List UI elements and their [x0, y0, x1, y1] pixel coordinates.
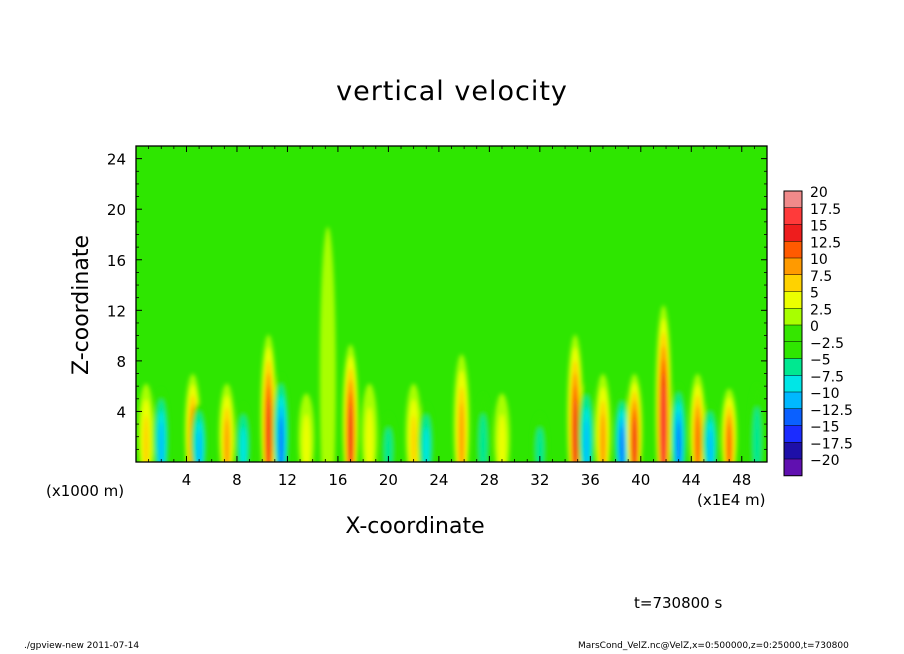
heatmap-feature — [535, 427, 544, 462]
colorbar-swatch — [784, 425, 802, 443]
heatmap-feature — [349, 403, 353, 462]
colorbar-label: 7.5 — [810, 269, 832, 285]
x-tick-label: 12 — [278, 471, 297, 489]
colorbar-swatch — [784, 241, 802, 258]
colorbar-label: −20 — [810, 453, 840, 469]
colorbar-swatch — [784, 392, 802, 409]
heatmap-feature — [410, 414, 417, 462]
colorbar-label: 0 — [810, 319, 819, 335]
colorbar-label: −15 — [810, 420, 840, 436]
heatmap-feature — [197, 429, 202, 462]
heatmap-feature — [677, 421, 681, 462]
colorbar-label: 12.5 — [810, 235, 841, 251]
y-tick-label: 16 — [107, 252, 126, 270]
x-tick-label: 36 — [581, 471, 600, 489]
colorbar-swatch — [784, 408, 802, 426]
y-axis-label: Z-coordinate — [69, 235, 94, 375]
heatmap-feature — [302, 414, 311, 462]
heatmap-feature — [279, 416, 283, 462]
x-tick-label: 24 — [429, 471, 448, 489]
heatmap-feature — [319, 226, 336, 462]
heatmap-feature — [423, 426, 429, 462]
y-tick-label: 12 — [107, 302, 126, 320]
x-tick-label: 48 — [732, 471, 751, 489]
colorbar-swatch — [784, 341, 802, 359]
x-tick-label: 28 — [480, 471, 499, 489]
colorbar: 2017.51512.5107.552.50−2.5−5−7.5−10−12.5… — [783, 185, 853, 477]
heatmap-feature — [384, 427, 393, 462]
x-tick-label: 8 — [232, 471, 242, 489]
x-tick-label: 44 — [682, 471, 701, 489]
heatmap-feature — [727, 423, 731, 462]
colorbar-label: 2.5 — [810, 302, 832, 318]
chart-title: vertical velocity — [336, 76, 568, 107]
heatmap-feature — [365, 407, 374, 462]
heatmap-feature — [752, 407, 761, 462]
colorbar-swatch — [784, 207, 802, 225]
colorbar-swatch — [784, 274, 802, 292]
y-tick-label: 20 — [107, 201, 126, 219]
colorbar-swatch — [784, 442, 802, 459]
colorbar-swatch — [784, 308, 802, 325]
colorbar-label: −17.5 — [810, 436, 853, 452]
heatmap-feature — [573, 398, 577, 462]
colorbar-swatch — [784, 375, 802, 392]
x-tick-label: 20 — [379, 471, 398, 489]
heatmap-feature — [695, 416, 700, 462]
heatmap-feature — [143, 414, 149, 462]
colorbar-swatch — [784, 291, 802, 309]
colorbar-label: 20 — [810, 185, 828, 201]
heatmap-feature — [479, 414, 488, 462]
x-tick-label: 32 — [530, 471, 549, 489]
colorbar-label: −10 — [810, 386, 840, 402]
colorbar-label: −5 — [810, 353, 831, 369]
colorbar-label: 15 — [810, 219, 828, 235]
colorbar-label: −7.5 — [810, 369, 844, 385]
footer-left: ./gpview-new 2011-07-14 — [24, 641, 140, 651]
heatmap-feature — [708, 429, 713, 462]
heatmap-feature — [662, 385, 666, 462]
colorbar-swatch — [784, 258, 802, 275]
colorbar-swatch — [784, 358, 802, 376]
heatmap-feature — [497, 414, 506, 462]
heatmap-feature — [224, 418, 229, 462]
heatmap-feature — [632, 417, 636, 462]
x-axis-label: X-coordinate — [345, 514, 485, 539]
x-unit-right: (x1E4 m) — [697, 491, 766, 509]
colorbar-label: −12.5 — [810, 403, 853, 419]
y-tick-label: 8 — [116, 353, 126, 371]
heatmap-feature — [267, 398, 271, 462]
heatmap-feature — [600, 413, 605, 462]
colorbar-label: −2.5 — [810, 336, 844, 352]
footer-right: MarsCond_VelZ.nc@VelZ,x=0:500000,z=0:250… — [578, 641, 849, 651]
colorbar-swatch — [784, 325, 802, 342]
colorbar-swatch — [784, 191, 802, 208]
colorbar-label: 10 — [810, 252, 828, 268]
y-tick-label: 24 — [107, 151, 126, 169]
heatmap-feature — [584, 418, 589, 462]
heatmap-feature — [620, 426, 624, 462]
colorbar-swatch — [784, 459, 802, 476]
colorbar-swatch — [784, 224, 802, 242]
x-unit-left: (x1000 m) — [46, 482, 125, 500]
heatmap-field — [136, 146, 767, 462]
y-tick-label: 4 — [116, 403, 126, 421]
heatmap-feature — [240, 426, 246, 462]
x-tick-label: 16 — [328, 471, 347, 489]
heatmap-feature — [159, 421, 164, 462]
x-tick-label: 4 — [182, 471, 192, 489]
heatmap-feature — [459, 402, 464, 462]
x-tick-label: 40 — [631, 471, 650, 489]
time-label: t=730800 s — [634, 594, 723, 612]
colorbar-label: 5 — [810, 286, 819, 302]
colorbar-label: 17.5 — [810, 202, 841, 218]
